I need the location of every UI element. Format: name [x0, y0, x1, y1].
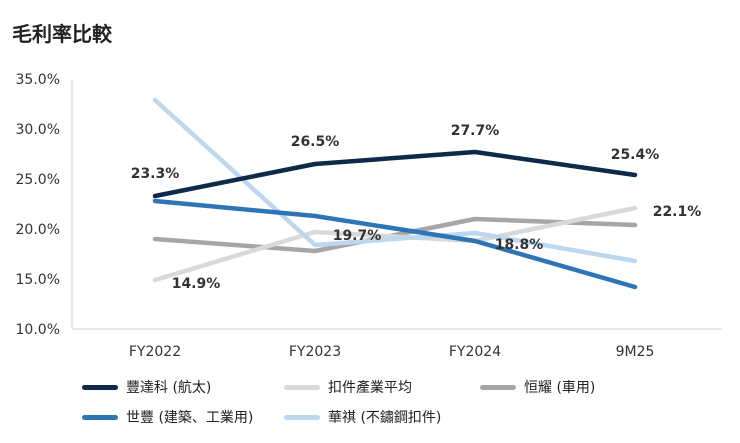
series-line-1	[152, 205, 638, 283]
y-tick-label: 30.0%	[16, 122, 60, 138]
y-tick-label: 10.0%	[16, 322, 60, 338]
y-tick-label: 20.0%	[16, 222, 60, 238]
y-tick-label: 35.0%	[16, 72, 60, 88]
legend-swatch	[284, 384, 320, 390]
legend-swatch	[284, 414, 320, 420]
data-label: 25.4%	[611, 147, 660, 163]
line-chart: 35.0% 30.0% 25.0% 20.0% 15.0% 10.0% FY2022 FY20…	[16, 72, 722, 360]
legend-label: 扣件產業平均	[328, 380, 412, 396]
y-tick-label: 15.0%	[16, 272, 60, 288]
x-tick-label: FY2022	[129, 344, 181, 360]
legend-label: 華祺 (不鏽鋼扣件)	[328, 410, 442, 426]
x-tick-label: FY2024	[449, 344, 501, 360]
legend-label: 豐達科 (航太)	[126, 380, 212, 396]
y-tick-label: 25.0%	[16, 172, 60, 188]
data-label: 18.8%	[495, 237, 544, 253]
data-label: 14.9%	[172, 276, 221, 292]
chart-title: 毛利率比較	[12, 22, 112, 46]
data-label: 22.1%	[653, 204, 702, 220]
series-line-4	[152, 97, 638, 264]
series-line-0	[152, 149, 638, 199]
legend-swatch	[82, 414, 118, 420]
legend-item: 華祺 (不鏽鋼扣件)	[284, 407, 441, 427]
data-label: 27.7%	[451, 123, 500, 139]
legend-label: 世豐 (建築、工業用)	[126, 410, 254, 426]
legend-swatch	[82, 384, 118, 390]
legend-swatch	[480, 384, 516, 390]
legend-item: 豐達科 (航太)	[82, 377, 211, 397]
legend-item: 世豐 (建築、工業用)	[82, 407, 253, 427]
x-tick-label: 9M25	[616, 344, 655, 360]
x-tick-label: FY2023	[289, 344, 341, 360]
data-label: 26.5%	[291, 134, 340, 150]
legend-label: 恒耀 (車用)	[524, 380, 596, 396]
legend-item: 恒耀 (車用)	[480, 377, 595, 397]
data-label: 23.3%	[131, 166, 180, 182]
legend-item: 扣件產業平均	[284, 377, 412, 397]
data-label: 19.7%	[333, 228, 382, 244]
chart-legend: 豐達科 (航太) 扣件產業平均 恒耀 (車用) 世豐 (建築、工業用) 華祺 (不鏽鋼扣…	[0, 370, 740, 443]
series-line-3	[152, 198, 638, 290]
